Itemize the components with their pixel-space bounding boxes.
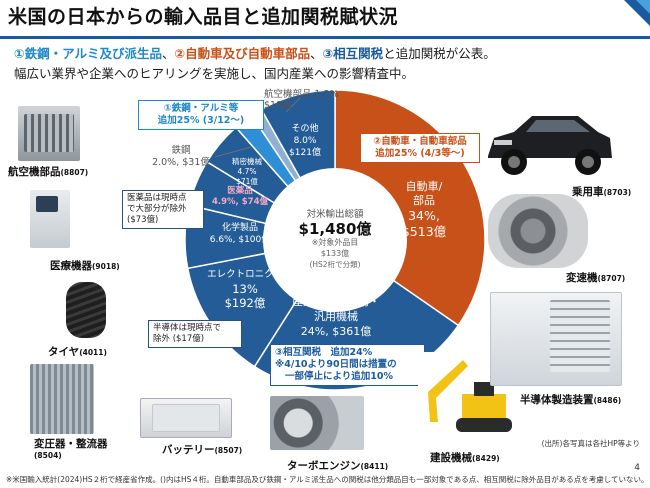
tire-image xyxy=(66,282,106,338)
battery-panel xyxy=(152,404,220,432)
medical-device-screen xyxy=(36,196,58,212)
leader-steel xyxy=(214,146,252,158)
slice-label-auto: 自動車/ 部品 34%, $513億 xyxy=(401,180,447,239)
gearbox-image xyxy=(488,194,588,268)
product-label-transformer: 変圧器・整流器 (8504) xyxy=(34,438,108,460)
product-label-medical: 医療機器(9018) xyxy=(50,260,120,272)
slice-label-pharma: 医薬品 4.9%, $74億 xyxy=(211,186,269,207)
slice-label-chemicals: 化学製品 6.6%, $100億 xyxy=(209,223,271,245)
pie-center-label: 対米輸出総額 xyxy=(306,209,364,220)
aircraft-parts-detail xyxy=(24,114,74,152)
callout-reciprocal-tariff: ③相互関税 追加24% ※4/10より90日間は措置の 一部停止により追加10% xyxy=(270,344,425,386)
product-label-gearbox: 変速機(8707) xyxy=(566,272,626,284)
product-label-aircraft-parts: 航空機部品(8807) xyxy=(8,166,89,178)
product-label-construction: 建設機械(8429) xyxy=(430,452,500,464)
subtitle-line2: 幅広い業界や企業へのヒアリングを実施し、国内産業への影響精査中。 xyxy=(14,66,415,81)
car-image xyxy=(488,116,612,175)
corner-decoration xyxy=(624,0,650,26)
subtitle-reciprocal: ③相互関税 xyxy=(322,46,384,61)
page-title: 米国の日本からの輸入品目と追加関税賦状況 xyxy=(8,6,399,28)
transformer-image xyxy=(30,364,94,434)
title-divider xyxy=(0,36,650,39)
turbine-engine-image xyxy=(270,396,364,450)
product-label-car: 乗用車(8703) xyxy=(572,186,632,198)
page-number: 4 xyxy=(634,463,640,473)
semiconductor-equipment-vents xyxy=(550,300,610,372)
leader-aircraft xyxy=(285,97,301,113)
callout-semiconductor-exclusion: 半導体は現時点で 除外 ($17億) xyxy=(148,320,242,348)
subtitle-sep: 、 xyxy=(310,46,323,61)
slice-label-other: その他 8.0% $121億 xyxy=(289,124,321,158)
pie-center-note1: ※対象外品目 xyxy=(311,238,359,247)
subtitle-auto: ②自動車及び自動車部品 xyxy=(174,46,311,61)
excavator-drawing xyxy=(428,360,512,432)
subtitle-steel: ①鉄鋼・アルミ及び派生品 xyxy=(14,46,162,61)
slice-label-electronics: エレクトロニクス 13% $192億 xyxy=(207,269,283,310)
callout-steel-tariff: ①鉄鋼・アルミ等 追加25% (3/12～) xyxy=(138,100,264,130)
product-label-turbine: ターボエンジン(8411) xyxy=(287,460,389,472)
footnote: ※米国輸入統計(2024)HS２桁で経産省作成。()内はHS４桁。自動車部品及び… xyxy=(6,475,649,484)
photo-source-note: (出所)各写真は各社HP等より xyxy=(541,439,640,448)
pie-center-note2: $133億 xyxy=(320,249,350,258)
slice-label-steel: 鉄鋼 2.0%, $31億 xyxy=(152,145,210,168)
product-label-tire: タイヤ(4011) xyxy=(48,346,107,358)
subtitle-line1: ①鉄鋼・アルミ及び派生品、②自動車及び自動車部品、③相互関税と追加関税が公表。 xyxy=(14,43,496,62)
subtitle-tail: と追加関税が公表。 xyxy=(383,46,496,61)
callout-pharma-exclusion: 医薬品は現時点 で大部分が除外 ($73億) xyxy=(122,190,204,229)
product-label-battery: バッテリー(8507) xyxy=(162,444,243,456)
subtitle-sep: 、 xyxy=(161,46,175,61)
slice-label-machinery: 産業用・業務用・ 汎用機械 24%, $361億 xyxy=(292,295,380,338)
pie-center-hole xyxy=(263,168,407,312)
pie-center-total: $1,480億 xyxy=(298,220,372,238)
callout-auto-tariff: ②自動車・自動車部品 追加25% (4/3等～) xyxy=(360,133,480,163)
slice-label-precision: 精密機械 4.7% $71億 xyxy=(232,157,262,186)
product-label-semiconductor-equipment: 半導体製造装置(8486) xyxy=(520,394,622,406)
slice-label-aircraft: 航空機部品 1.2% $18億 xyxy=(264,89,339,111)
pie-center-note3: (HS2桁で分類) xyxy=(309,260,361,269)
